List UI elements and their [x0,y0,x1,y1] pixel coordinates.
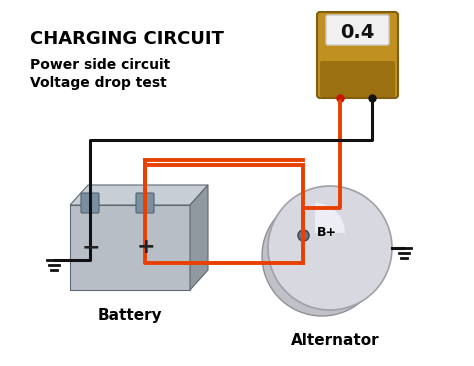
Polygon shape [190,185,208,290]
Text: +: + [137,237,155,257]
FancyBboxPatch shape [320,61,395,97]
Text: CHARGING CIRCUIT: CHARGING CIRCUIT [30,30,224,48]
Text: B+: B+ [317,227,337,239]
FancyBboxPatch shape [81,193,99,213]
Text: 0.4: 0.4 [340,23,374,42]
Circle shape [262,196,382,316]
Polygon shape [70,185,208,205]
Text: Battery: Battery [98,308,162,323]
Text: Alternator: Alternator [291,333,379,348]
FancyBboxPatch shape [326,15,389,45]
Text: Voltage drop test: Voltage drop test [30,76,167,90]
Polygon shape [70,205,190,290]
FancyBboxPatch shape [317,12,398,98]
Text: Power side circuit: Power side circuit [30,58,170,72]
Circle shape [268,186,392,310]
FancyBboxPatch shape [136,193,154,213]
Text: −: − [82,237,100,257]
Wedge shape [315,203,345,233]
